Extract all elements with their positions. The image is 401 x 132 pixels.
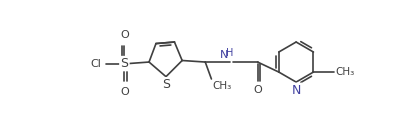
Text: O: O [120,87,128,97]
Text: CH₃: CH₃ [335,67,354,77]
Text: Cl: Cl [90,59,101,69]
Text: H: H [226,48,233,58]
Text: N: N [219,51,228,60]
Text: O: O [120,30,128,41]
Text: CH₃: CH₃ [212,81,231,91]
Text: S: S [162,78,170,91]
Text: O: O [253,85,261,95]
Text: S: S [120,57,128,70]
Text: N: N [292,84,301,97]
